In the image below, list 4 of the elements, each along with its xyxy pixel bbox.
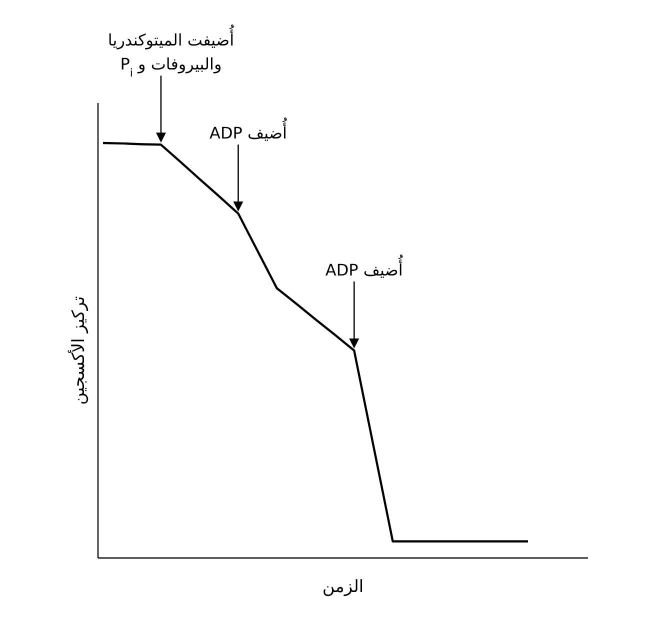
y-axis-title: تركيز الأكسجين <box>67 296 89 405</box>
x-axis-title: الزمن <box>322 577 364 597</box>
text: أُضيف ADP <box>210 118 288 143</box>
annotation: أُضيف ADP <box>325 254 404 280</box>
